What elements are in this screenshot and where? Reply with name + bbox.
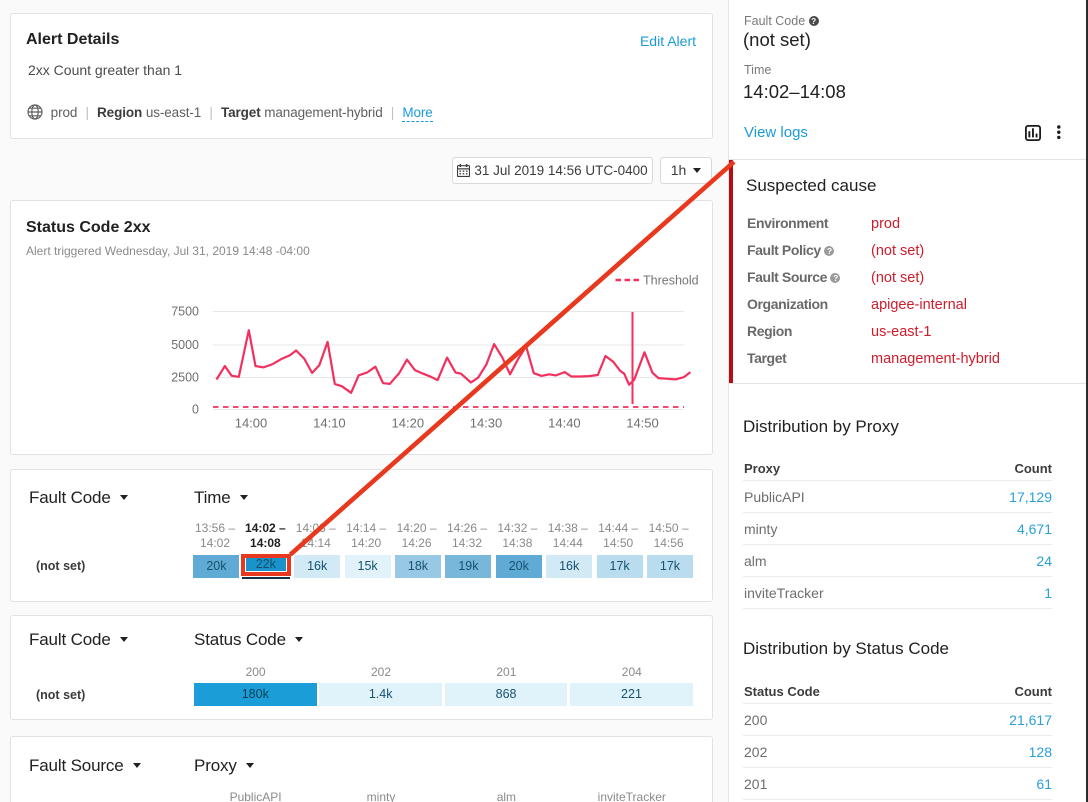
svg-text:0: 0	[192, 403, 199, 417]
svg-text:14:50: 14:50	[626, 416, 659, 431]
svg-text:Threshold: Threshold	[643, 274, 699, 288]
svg-text:14:10: 14:10	[313, 416, 346, 431]
svg-text:7500: 7500	[171, 305, 199, 319]
svg-text:14:00: 14:00	[235, 416, 268, 431]
svg-text:14:40: 14:40	[548, 416, 581, 431]
svg-text:2500: 2500	[171, 371, 199, 385]
svg-text:14:20: 14:20	[392, 416, 425, 431]
svg-text:5000: 5000	[171, 338, 199, 352]
svg-text:14:30: 14:30	[470, 416, 503, 431]
